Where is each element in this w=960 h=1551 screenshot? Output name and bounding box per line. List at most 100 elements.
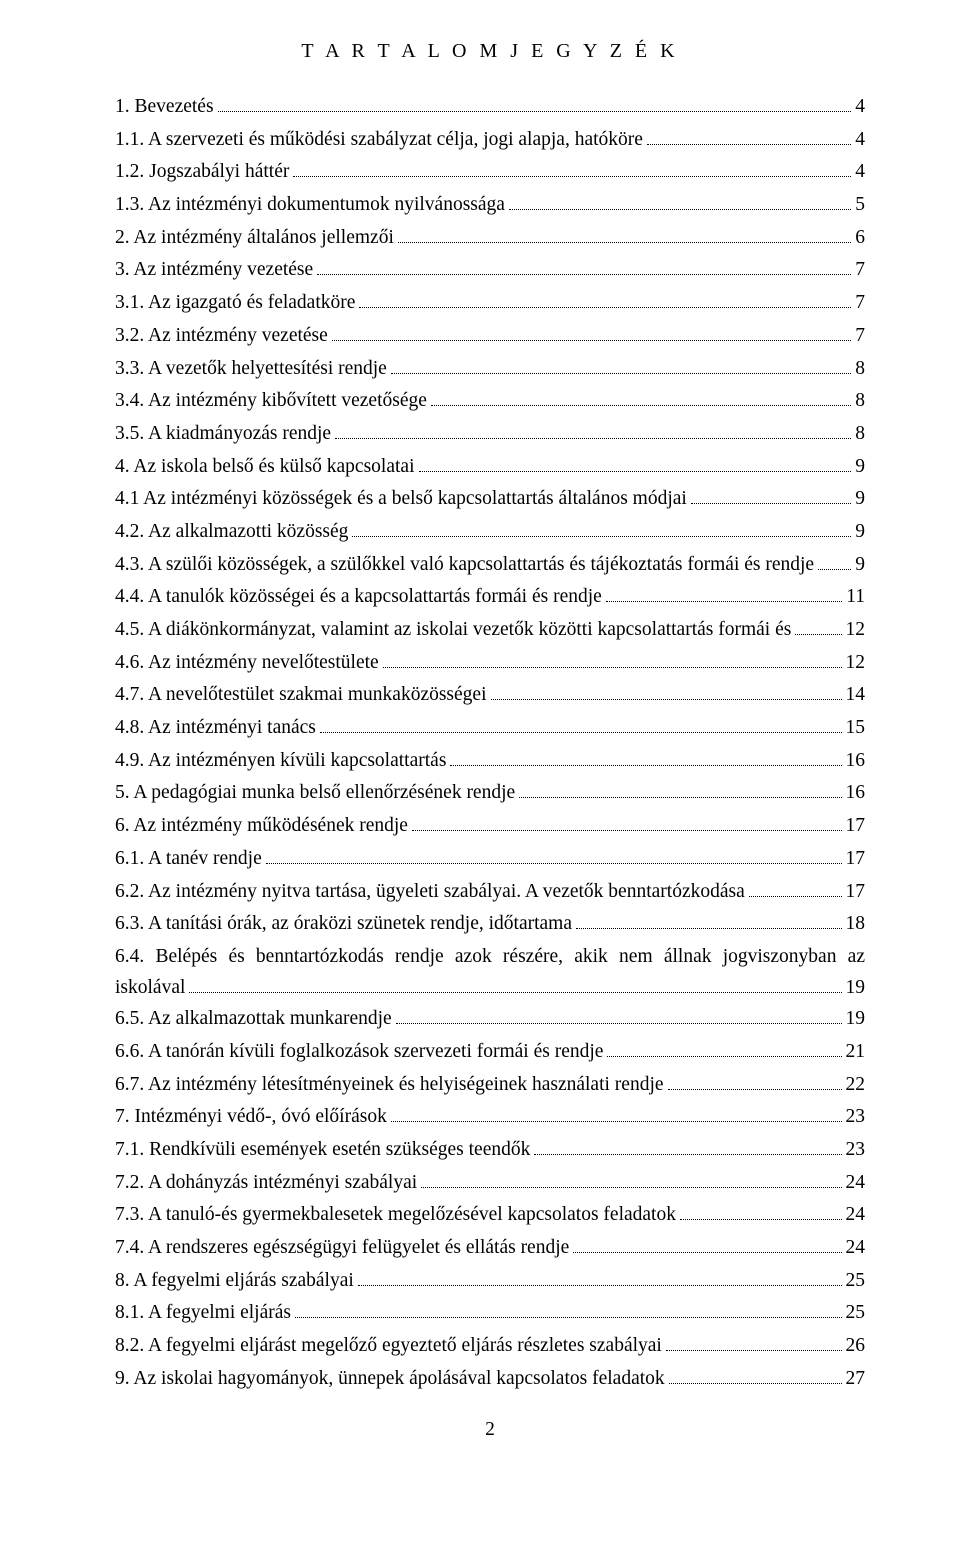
toc-entry-page: 24 [846, 1167, 866, 1198]
toc-entry-page: 27 [846, 1363, 866, 1394]
toc-entry: 1. Bevezetés4 [115, 91, 865, 122]
toc-entry: 4.9. Az intézményen kívüli kapcsolattart… [115, 745, 865, 776]
toc-entry-label: 8. A fegyelmi eljárás szabályai [115, 1265, 354, 1296]
toc-leader-dots [266, 846, 842, 864]
toc-leader-dots [450, 748, 841, 766]
toc-entry-label: iskolával [115, 972, 185, 1003]
toc-leader-dots [320, 716, 842, 734]
toc-entry-label: 4.1 Az intézményi közösségek és a belső … [115, 483, 687, 514]
toc-leader-dots [795, 617, 841, 635]
toc-entry: 3.2. Az intézmény vezetése7 [115, 320, 865, 351]
toc-list: 1. Bevezetés41.1. A szervezeti és működé… [115, 91, 865, 1394]
toc-entry-label: 2. Az intézmény általános jellemzői [115, 222, 394, 253]
toc-entry: 7.4. A rendszeres egészségügyi felügyele… [115, 1232, 865, 1263]
toc-entry-page: 4 [855, 156, 865, 187]
toc-leader-dots [189, 976, 841, 994]
toc-leader-dots [666, 1334, 842, 1352]
toc-entry-label: 1.3. Az intézményi dokumentumok nyilváno… [115, 189, 505, 220]
toc-leader-dots [293, 160, 851, 178]
toc-entry: 4.2. Az alkalmazotti közösség9 [115, 516, 865, 547]
toc-entry-page: 12 [846, 614, 866, 645]
toc-entry-page: 9 [855, 483, 865, 514]
toc-entry-label: 1. Bevezetés [115, 91, 214, 122]
toc-entry-label: 6.5. Az alkalmazottak munkarendje [115, 1003, 392, 1034]
toc-leader-dots [391, 356, 851, 374]
toc-entry-page: 7 [855, 320, 865, 351]
toc-entry-label: 7.4. A rendszeres egészségügyi felügyele… [115, 1232, 569, 1263]
toc-leader-dots [218, 94, 852, 112]
toc-entry-page: 17 [846, 843, 866, 874]
toc-entry-page: 7 [855, 287, 865, 318]
toc-entry: 6.6. A tanórán kívüli foglalkozások szer… [115, 1036, 865, 1067]
toc-entry-page: 24 [846, 1232, 866, 1263]
toc-entry: 4. Az iskola belső és külső kapcsolatai 9 [115, 451, 865, 482]
toc-entry: 1.2. Jogszabályi háttér 4 [115, 156, 865, 187]
toc-entry-label: 4.4. A tanulók közösségei és a kapcsolat… [115, 581, 602, 612]
toc-entry: 9. Az iskolai hagyományok, ünnepek ápolá… [115, 1363, 865, 1394]
toc-entry-label: 6.2. Az intézmény nyitva tartása, ügyele… [115, 876, 745, 907]
toc-leader-dots [431, 389, 851, 407]
toc-entry-label: 6.1. A tanév rendje [115, 843, 262, 874]
toc-entry-page: 16 [846, 777, 866, 808]
toc-leader-dots [398, 225, 851, 243]
toc-entry: 6.4. Belépés és benntartózkodás rendje a… [115, 941, 865, 1003]
toc-entry: 6.2. Az intézmény nyitva tartása, ügyele… [115, 876, 865, 907]
toc-leader-dots [509, 193, 851, 211]
toc-leader-dots [421, 1170, 841, 1188]
toc-leader-dots [352, 519, 851, 537]
toc-entry-page: 23 [846, 1101, 866, 1132]
toc-leader-dots [335, 421, 851, 439]
toc-leader-dots [491, 683, 842, 701]
toc-entry: 4.1 Az intézményi közösségek és a belső … [115, 483, 865, 514]
toc-entry-label: 3.4. Az intézmény kibővített vezetősége [115, 385, 427, 416]
toc-leader-dots [647, 127, 851, 145]
toc-entry-page: 9 [855, 549, 865, 580]
toc-leader-dots [680, 1203, 842, 1221]
toc-entry: 4.4. A tanulók közösségei és a kapcsolat… [115, 581, 865, 612]
toc-leader-dots [317, 258, 851, 276]
toc-entry-page: 12 [846, 647, 866, 678]
toc-entry-page: 9 [855, 451, 865, 482]
toc-entry-page: 5 [855, 189, 865, 220]
toc-entry-page: 19 [846, 1003, 866, 1034]
toc-entry-page: 9 [855, 516, 865, 547]
toc-entry-label: 7.3. A tanuló-és gyermekbalesetek megelő… [115, 1199, 676, 1230]
toc-entry-label: 4.5. A diákönkormányzat, valamint az isk… [115, 614, 791, 645]
toc-entry: 3.5. A kiadmányozás rendje8 [115, 418, 865, 449]
toc-entry-page: 25 [846, 1265, 866, 1296]
toc-entry-page: 18 [846, 908, 866, 939]
toc-entry-label: 9. Az iskolai hagyományok, ünnepek ápolá… [115, 1363, 665, 1394]
toc-entry-page: 16 [846, 745, 866, 776]
toc-entry-page: 24 [846, 1199, 866, 1230]
toc-entry-label: 6. Az intézmény működésének rendje [115, 810, 408, 841]
toc-entry-label: 4. Az iskola belső és külső kapcsolatai [115, 451, 415, 482]
toc-entry-label: 6.6. A tanórán kívüli foglalkozások szer… [115, 1036, 603, 1067]
toc-entry: 3.3. A vezetők helyettesítési rendje8 [115, 353, 865, 384]
toc-leader-dots [668, 1072, 842, 1090]
toc-entry-page: 22 [846, 1069, 866, 1100]
toc-entry-page: 17 [846, 876, 866, 907]
toc-leader-dots [519, 781, 841, 799]
toc-leader-dots [573, 1236, 841, 1254]
toc-entry: 5. A pedagógiai munka belső ellenőrzésén… [115, 777, 865, 808]
toc-entry-label: 3. Az intézmény vezetése [115, 254, 313, 285]
toc-entry: 7.1. Rendkívüli események esetén szükség… [115, 1134, 865, 1165]
toc-leader-dots [332, 323, 851, 341]
toc-entry: 7.2. A dohányzás intézményi szabályai24 [115, 1167, 865, 1198]
toc-entry-page: 11 [846, 581, 865, 612]
toc-entry-label: 1.2. Jogszabályi háttér [115, 156, 289, 187]
toc-entry-label: 6.4. Belépés és benntartózkodás rendje a… [115, 941, 865, 972]
toc-entry-label: 7. Intézményi védő-, óvó előírások [115, 1101, 387, 1132]
toc-entry: 4.5. A diákönkormányzat, valamint az isk… [115, 614, 865, 645]
toc-leader-dots [576, 912, 841, 930]
toc-entry-page: 25 [846, 1297, 866, 1328]
toc-entry: 3.4. Az intézmény kibővített vezetősége8 [115, 385, 865, 416]
toc-entry: 1.1. A szervezeti és működési szabályzat… [115, 124, 865, 155]
toc-entry-label: 7.1. Rendkívüli események esetén szükség… [115, 1134, 530, 1165]
toc-entry-page: 21 [846, 1036, 866, 1067]
toc-entry-label: 4.9. Az intézményen kívüli kapcsolattart… [115, 745, 446, 776]
toc-entry: 3. Az intézmény vezetése 7 [115, 254, 865, 285]
toc-entry-page: 7 [855, 254, 865, 285]
toc-entry: 4.6. Az intézmény nevelőtestülete12 [115, 647, 865, 678]
toc-entry-page: 8 [855, 418, 865, 449]
